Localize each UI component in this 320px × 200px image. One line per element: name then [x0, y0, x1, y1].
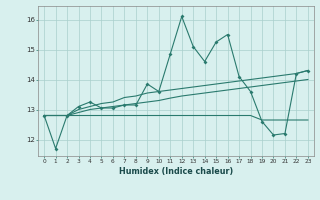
- X-axis label: Humidex (Indice chaleur): Humidex (Indice chaleur): [119, 167, 233, 176]
